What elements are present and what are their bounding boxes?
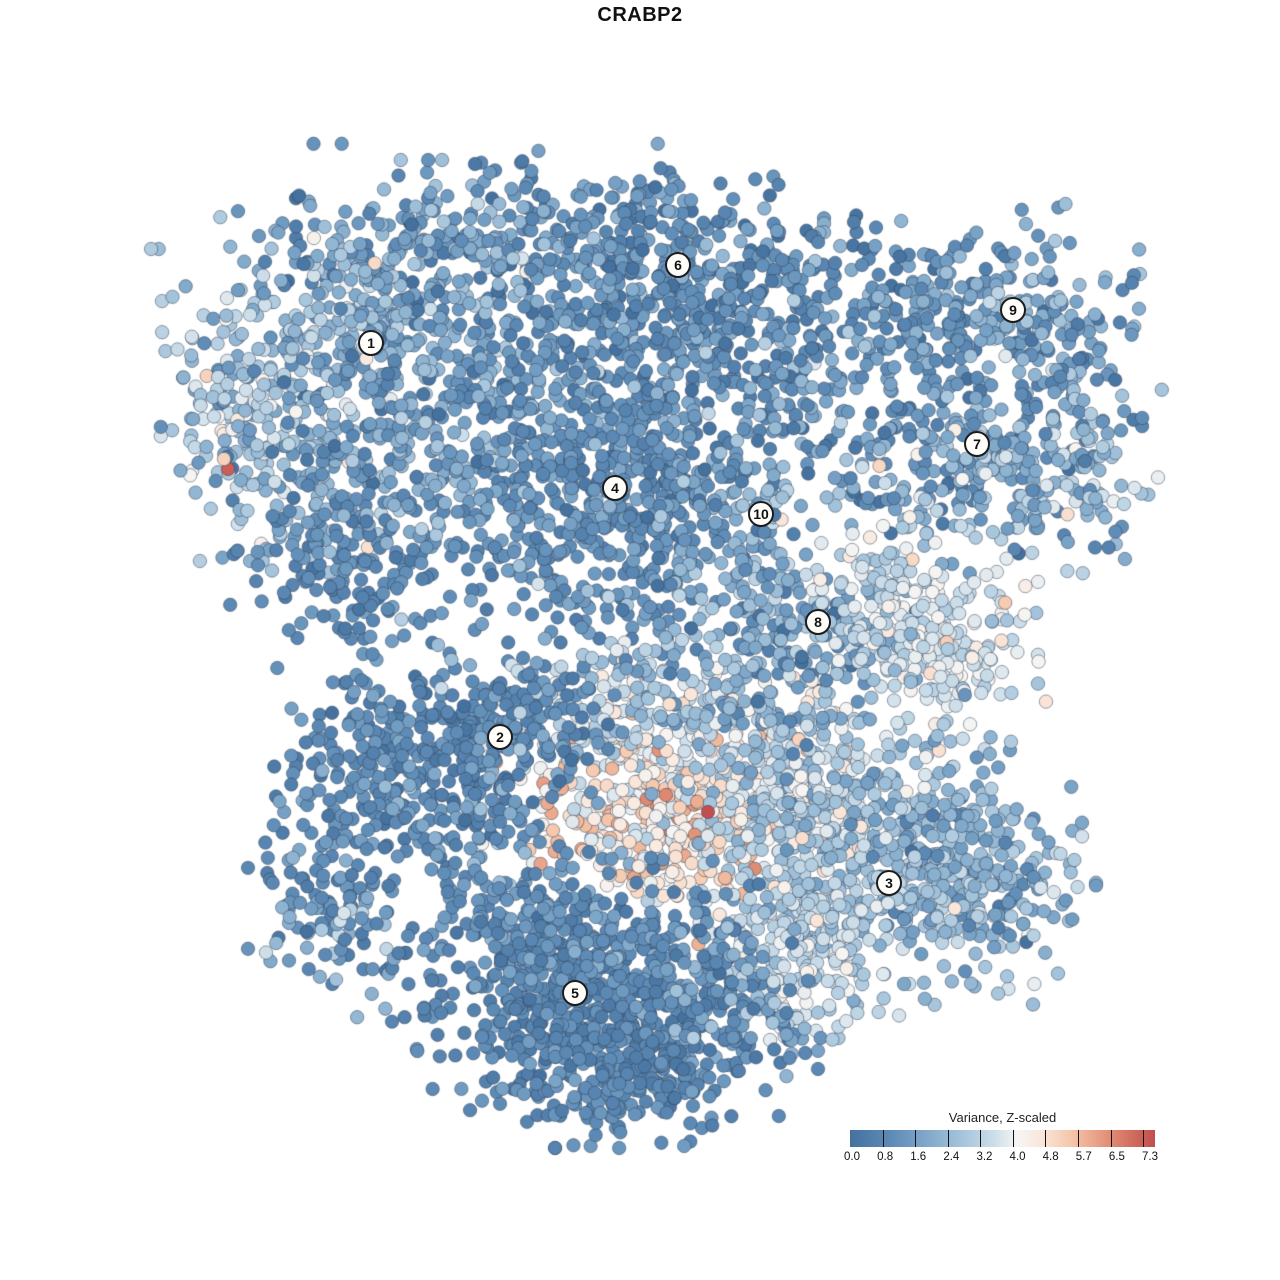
legend-colorbar [850, 1130, 1155, 1147]
legend-tick-mark [947, 1130, 949, 1147]
cluster-label-badge-3: 3 [876, 870, 902, 896]
legend-tick-label: 3.2 [976, 1151, 993, 1163]
legend-tick-label: 4.0 [1009, 1151, 1026, 1163]
cluster-label-badge-2: 2 [487, 724, 513, 750]
legend-tick-label: 5.7 [1075, 1151, 1092, 1163]
legend-tick-labels: 0.0 0.8 1.6 2.4 3.2 4.0 4.8 5.7 6.5 7.3 [844, 1151, 1158, 1165]
legend-tick-mark [980, 1130, 982, 1147]
legend-tick-mark [915, 1130, 917, 1147]
cluster-label-badge-9: 9 [1000, 297, 1026, 323]
cluster-label-badge-4: 4 [602, 475, 628, 501]
cluster-label-badge-7: 7 [964, 431, 990, 457]
legend-tick-mark [1012, 1130, 1014, 1147]
legend-tick-mark [1143, 1130, 1145, 1147]
legend-title: Variance, Z-scaled [948, 1110, 1057, 1125]
cluster-label-badge-8: 8 [805, 609, 831, 635]
legend-tick-label: 7.3 [1142, 1151, 1158, 1163]
legend-tick-mark [1045, 1130, 1047, 1147]
legend-tick-mark [1078, 1130, 1080, 1147]
legend-tick-mark [1110, 1130, 1112, 1147]
legend-tick-label: 0.8 [877, 1151, 894, 1163]
cluster-label-badge-5: 5 [562, 980, 588, 1006]
legend-tick-label: 1.6 [910, 1151, 927, 1163]
legend-tick-label: 4.8 [1042, 1151, 1059, 1163]
legend-tick-mark [882, 1130, 884, 1147]
cluster-label-badge-10: 10 [748, 501, 774, 527]
cluster-label-badge-6: 6 [665, 252, 691, 278]
legend-tick-label: 0.0 [844, 1151, 860, 1163]
legend-tick-label: 2.4 [943, 1151, 960, 1163]
cluster-label-badge-1: 1 [358, 330, 384, 356]
color-legend: Variance, Z-scaled 0.0 0.8 1.6 2.4 3.2 4.0 4.8… [844, 1110, 1158, 1185]
legend-tick-label: 6.5 [1108, 1151, 1125, 1163]
